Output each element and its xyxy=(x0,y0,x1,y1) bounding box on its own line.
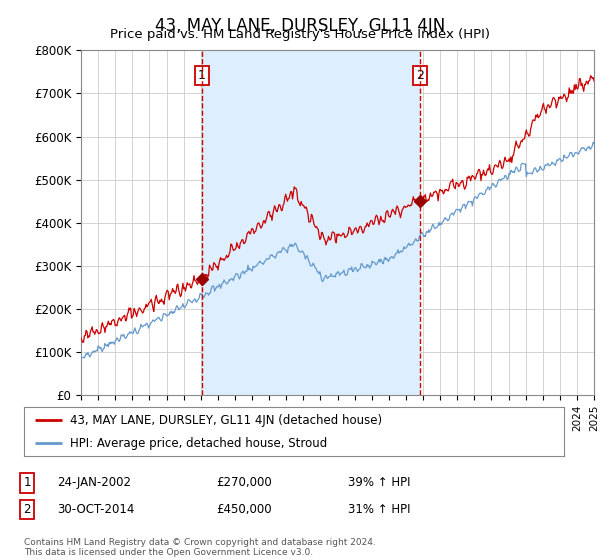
Text: 43, MAY LANE, DURSLEY, GL11 4JN: 43, MAY LANE, DURSLEY, GL11 4JN xyxy=(155,17,445,35)
Text: Price paid vs. HM Land Registry's House Price Index (HPI): Price paid vs. HM Land Registry's House … xyxy=(110,28,490,41)
Text: 24-JAN-2002: 24-JAN-2002 xyxy=(57,476,131,489)
Text: 39% ↑ HPI: 39% ↑ HPI xyxy=(348,476,410,489)
Text: 1: 1 xyxy=(23,476,31,489)
Text: £270,000: £270,000 xyxy=(216,476,272,489)
Bar xyxy=(202,50,420,395)
Text: 43, MAY LANE, DURSLEY, GL11 4JN (detached house): 43, MAY LANE, DURSLEY, GL11 4JN (detache… xyxy=(70,414,382,427)
Text: 30-OCT-2014: 30-OCT-2014 xyxy=(57,503,134,516)
Text: Contains HM Land Registry data © Crown copyright and database right 2024.
This d: Contains HM Land Registry data © Crown c… xyxy=(24,538,376,557)
Text: 1: 1 xyxy=(198,69,206,82)
Text: 2: 2 xyxy=(416,69,424,82)
Text: HPI: Average price, detached house, Stroud: HPI: Average price, detached house, Stro… xyxy=(70,437,327,450)
Text: 31% ↑ HPI: 31% ↑ HPI xyxy=(348,503,410,516)
Text: 2: 2 xyxy=(23,503,31,516)
Text: £450,000: £450,000 xyxy=(216,503,272,516)
